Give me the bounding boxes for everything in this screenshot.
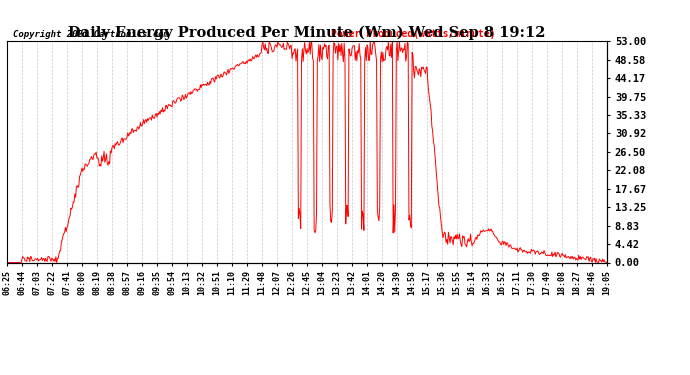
Text: Power Produced(watts/minute): Power Produced(watts/minute) bbox=[331, 29, 495, 39]
Text: Copyright 2021 Cartronics.com: Copyright 2021 Cartronics.com bbox=[13, 30, 169, 39]
Title: Daily Energy Produced Per Minute (Wm) Wed Sep 8 19:12: Daily Energy Produced Per Minute (Wm) We… bbox=[68, 26, 546, 40]
